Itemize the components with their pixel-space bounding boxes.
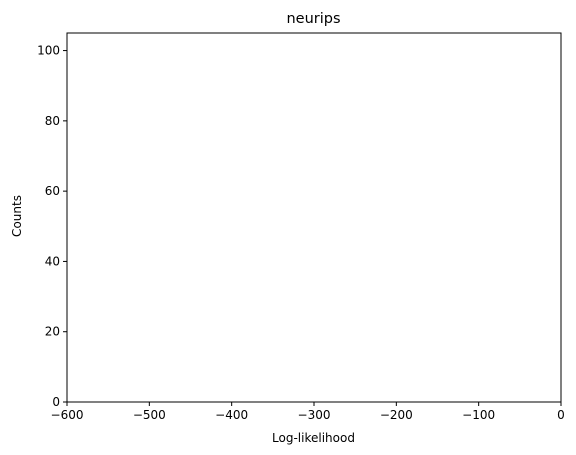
x-tick-label: 0 bbox=[557, 408, 565, 422]
y-axis-label: Counts bbox=[10, 195, 24, 237]
x-tick-label: −500 bbox=[133, 408, 166, 422]
y-tick-label: 0 bbox=[52, 395, 60, 409]
x-tick-label: −100 bbox=[462, 408, 495, 422]
x-tick-label: −200 bbox=[380, 408, 413, 422]
y-tick-label: 40 bbox=[45, 254, 60, 268]
chart-title: neurips bbox=[286, 11, 340, 27]
y-tick-label: 100 bbox=[37, 44, 60, 58]
y-tick-label: 20 bbox=[45, 325, 60, 339]
x-tick-label: −600 bbox=[51, 408, 84, 422]
y-tick-label: 80 bbox=[45, 114, 60, 128]
y-axis: 0 20 40 60 80 100 bbox=[37, 44, 67, 409]
x-tick-label: −300 bbox=[298, 408, 331, 422]
x-tick-label: −400 bbox=[215, 408, 248, 422]
y-tick-label: 60 bbox=[45, 184, 60, 198]
x-axis: −600 −500 −400 −300 −200 −100 0 bbox=[51, 402, 565, 422]
x-axis-label: Log-likelihood bbox=[272, 431, 355, 445]
